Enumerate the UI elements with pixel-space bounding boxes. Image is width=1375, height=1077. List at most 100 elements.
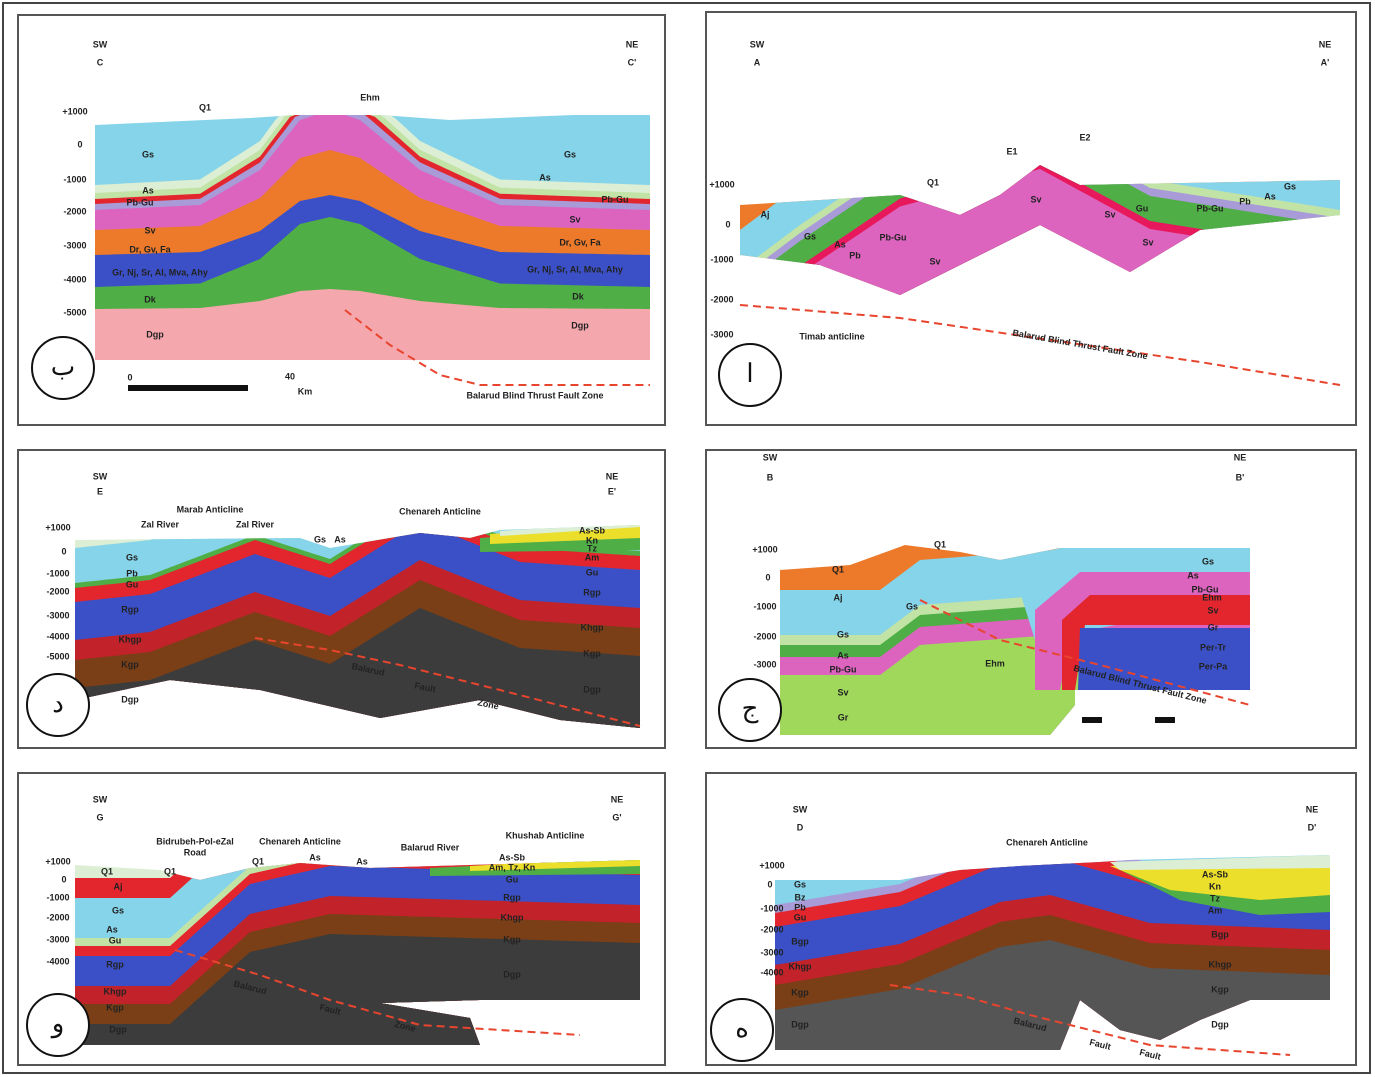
section-label: 0 [765, 572, 770, 582]
panel-letter: و [50, 1008, 65, 1039]
section-label: -4000 [760, 967, 783, 977]
section-label: C [97, 57, 104, 67]
section-label: Gs [906, 601, 918, 611]
section-label: -3000 [760, 947, 783, 957]
section-label: Dgp [503, 969, 521, 979]
section-label: NE [1234, 452, 1247, 462]
section-label: SW [793, 804, 808, 814]
section-label: -2000 [760, 924, 783, 934]
section-label: Pb-Gu [602, 194, 629, 204]
section-label: Gs [126, 552, 138, 562]
section-label: +1000 [759, 860, 784, 870]
section-label: SW [93, 794, 108, 804]
section-label: 0 [725, 219, 730, 229]
section-label: 0 [61, 874, 66, 884]
section-label: Kgp [121, 659, 139, 669]
section-label: Gr, Nj, Sr, Al, Mva, Ahy [527, 264, 623, 274]
scale-bar [208, 385, 248, 391]
section-label: Pb-Gu [830, 664, 857, 674]
section-label: Khgp [581, 622, 604, 632]
section-label: E1 [1006, 146, 1017, 156]
section-label: E [97, 486, 103, 496]
section-label: Road [184, 847, 207, 857]
section-label: Marab Anticline [177, 504, 244, 514]
section-label: Khushab Anticline [506, 830, 585, 840]
section-label: +1000 [45, 522, 70, 532]
section-label: -1000 [753, 601, 776, 611]
section-label: E2 [1079, 132, 1090, 142]
section-label: Q1 [934, 539, 946, 549]
section-label: -4000 [63, 274, 86, 284]
section-label: As [106, 924, 118, 934]
section-label: Sv [1104, 209, 1115, 219]
section-label: Sv [144, 225, 155, 235]
section-label: Bgp [791, 936, 809, 946]
section-label: NE [1319, 39, 1332, 49]
section-label: -2000 [710, 294, 733, 304]
section-label: -3000 [710, 329, 733, 339]
section-label: 40 [285, 371, 295, 381]
section-label: Aj [761, 209, 770, 219]
section-label: -2000 [46, 586, 69, 596]
section-label: C' [628, 57, 637, 67]
section-label: Gs [794, 879, 806, 889]
section-label: Gr, Nj, Sr, Al, Mva, Ahy [112, 267, 208, 277]
section-label: +1000 [45, 856, 70, 866]
panel-letter: ب [51, 351, 75, 381]
section-label: -4000 [46, 631, 69, 641]
section-label: Pb [1239, 196, 1251, 206]
section-label: Pb [126, 568, 138, 578]
section-label: Sv [1207, 605, 1218, 615]
section-label: As [356, 856, 368, 866]
section-label: Gu [794, 912, 807, 922]
section-label: Dr, Gv, Fa [559, 237, 601, 247]
section-label: As [837, 650, 849, 660]
section-label: -5000 [63, 307, 86, 317]
section-label: Kgp [106, 1002, 124, 1012]
section-label: Aj [834, 592, 843, 602]
section-label: Dgp [146, 329, 164, 339]
section-label: -3000 [63, 240, 86, 250]
section-label: Pb-Gu [880, 232, 907, 242]
section-label: Gr [838, 712, 849, 722]
section-label: As-Sb [579, 525, 606, 535]
section-label: E' [608, 486, 616, 496]
section-label: Pb [794, 902, 806, 912]
section-label: Kgp [583, 648, 601, 658]
section-label: Gs [314, 534, 326, 544]
section-label: As-Sb [1202, 869, 1229, 879]
section-label: Kgp [791, 987, 809, 997]
section-label: As [309, 852, 321, 862]
section-label: D' [1308, 822, 1317, 832]
section-label: 0 [61, 546, 66, 556]
section-label: Gs [804, 231, 816, 241]
section-label: Gs [837, 629, 849, 639]
section-label: -1000 [760, 903, 783, 913]
section-label: Kn [1209, 881, 1221, 891]
section-label: Ehm [985, 658, 1005, 668]
section-label: Am [1208, 905, 1223, 915]
section-label: Kgp [503, 934, 521, 944]
section-label: Kgp [1211, 984, 1229, 994]
section-label: -2000 [753, 631, 776, 641]
figure: SW C NE C' Q1 Ehm Gs As Pb-Gu Sv Dr, Gv, Fa Gr, Nj,… [0, 0, 1375, 1077]
section-label: Sv [1142, 237, 1153, 247]
section-label: Rgp [503, 892, 521, 902]
section-label: Q1 [164, 866, 176, 876]
section-label: 0 [77, 139, 82, 149]
section-label: Q1 [252, 856, 264, 866]
section-label: Zal River [141, 519, 180, 529]
section-label: Bz [795, 892, 806, 902]
section-label: D [797, 822, 804, 832]
section-label: Chenareh Anticline [259, 836, 341, 846]
section-label: SW [93, 471, 108, 481]
section-label: Sv [1030, 194, 1041, 204]
panel-letter: ا [746, 358, 753, 388]
section-label: Am [585, 552, 600, 562]
section-label: 0 [767, 879, 772, 889]
section-label: Dk [572, 291, 584, 301]
section-label: As-Sb [499, 852, 526, 862]
section-label: A' [1321, 57, 1330, 67]
section-label: 0 [127, 372, 132, 382]
section-label: Tz [1210, 893, 1220, 903]
